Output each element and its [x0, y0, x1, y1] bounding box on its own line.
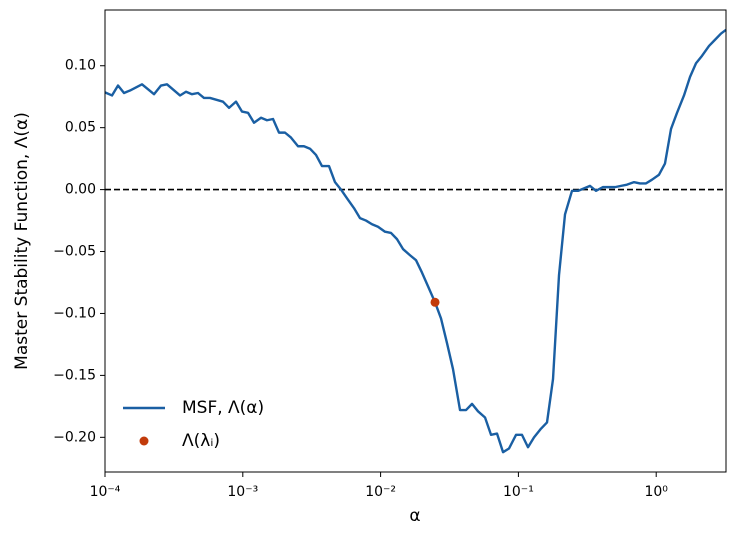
legend-label: Λ(λᵢ) — [182, 431, 220, 451]
y-tick-label: −0.10 — [53, 305, 96, 321]
x-tick-label: 10⁻⁴ — [90, 484, 121, 500]
x-tick-label: 10⁻¹ — [503, 484, 534, 500]
y-tick-label: 0.05 — [65, 120, 96, 136]
x-axis-label: α — [409, 506, 420, 526]
y-tick-label: 0.10 — [65, 58, 96, 74]
y-tick-label: 0.00 — [65, 182, 96, 198]
legend-label: MSF, Λ(α) — [182, 398, 264, 418]
y-tick-label: −0.05 — [53, 244, 96, 260]
y-axis-label: Master Stability Function, Λ(α) — [12, 112, 32, 370]
y-tick-label: −0.15 — [53, 367, 96, 383]
x-tick-label: 10⁻² — [365, 484, 396, 500]
plot-frame — [104, 9, 727, 473]
msf-line — [104, 28, 727, 454]
legend-swatch — [139, 436, 149, 446]
x-tick-label: 10⁻³ — [227, 484, 258, 500]
scatter-point — [430, 297, 440, 307]
x-tick-label: 10⁰ — [644, 484, 668, 500]
y-tick-label: −0.20 — [53, 429, 96, 445]
